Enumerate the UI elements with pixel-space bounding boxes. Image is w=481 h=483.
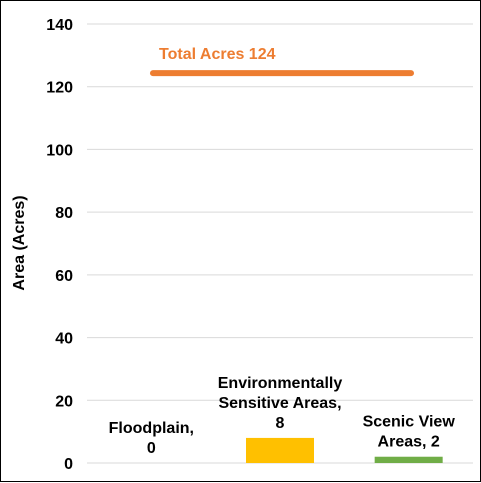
total-acres-marker: Total Acres 124	[150, 46, 414, 77]
bar-scenic-view-areas	[374, 456, 443, 463]
gridlines	[87, 23, 473, 464]
data-label-line: 8	[276, 415, 285, 432]
data-label-scenic-view-areas: Scenic View Areas, 2	[363, 414, 456, 451]
data-label-floodplain: Floodplain, 0	[109, 420, 194, 457]
data-label-line: Sensitive Areas,	[218, 395, 341, 412]
y-tick-label: 140	[46, 17, 73, 34]
y-tick-label: 80	[55, 205, 73, 222]
data-label-environmentally-sensitive-areas: Environmentally Sensitive Areas, 8	[218, 375, 343, 432]
y-tick-label: 100	[46, 142, 73, 159]
y-tick-label: 60	[55, 268, 73, 285]
y-tick-label: 0	[64, 456, 73, 473]
y-tick-label: 120	[46, 80, 73, 97]
bars	[246, 437, 443, 463]
y-tick-label: 40	[55, 331, 73, 348]
data-label-line: Environmentally	[218, 375, 343, 392]
bar-environmentally-sensitive-areas	[246, 437, 314, 463]
data-label-line: Floodplain,	[109, 420, 194, 437]
y-axis-title: Area (Acres)	[11, 195, 28, 290]
data-label-line: Scenic View	[363, 414, 456, 431]
data-label-line: Areas, 2	[378, 434, 440, 451]
data-labels: Floodplain, 0 Environmentally Sensitive Are…	[109, 375, 456, 457]
y-axis-ticks: 0 20 40 60 80 100 120 140	[46, 17, 73, 473]
y-tick-label: 20	[55, 393, 73, 410]
data-label-line: 0	[147, 440, 156, 457]
total-acres-label: Total Acres 124	[159, 46, 276, 63]
